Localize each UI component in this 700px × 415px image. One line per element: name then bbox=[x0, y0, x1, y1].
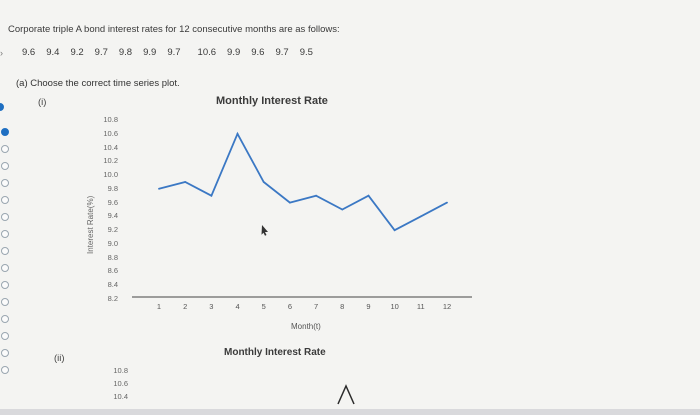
option-i-ytick: 9.2 bbox=[107, 225, 118, 235]
option-i-data-point bbox=[184, 181, 187, 183]
option-i-data-point bbox=[393, 229, 396, 232]
option-i-data-point bbox=[419, 215, 422, 218]
option-i-ytick: 8.4 bbox=[107, 280, 118, 290]
option-i-data-point bbox=[158, 187, 160, 190]
option-i-xtick: 11 bbox=[416, 302, 425, 311]
option-radio-button[interactable] bbox=[1, 162, 9, 170]
option-i-ytick: 10.6 bbox=[103, 128, 118, 138]
option-i-series-line bbox=[158, 131, 448, 232]
option-i-xtick: 4 bbox=[235, 302, 240, 311]
option-radio-button[interactable] bbox=[1, 298, 9, 306]
value-11: 9.7 bbox=[275, 47, 289, 58]
cursor-arrow-icon bbox=[261, 225, 268, 236]
option-ii-chart-title: Monthly Interest Rate bbox=[224, 347, 326, 358]
option-radio-button[interactable] bbox=[1, 315, 9, 323]
option-i-xtick: 5 bbox=[261, 302, 266, 311]
option-radio-button[interactable] bbox=[1, 349, 9, 357]
option-i-ytick: 9.8 bbox=[107, 183, 118, 193]
option-radio-button[interactable] bbox=[1, 247, 9, 255]
option-i-xtick: 7 bbox=[313, 302, 319, 311]
option-radio-button[interactable] bbox=[1, 128, 9, 136]
option-i-xlabel: Month(t) bbox=[291, 322, 321, 331]
value-12: 9.5 bbox=[299, 47, 313, 58]
value-8: 10.6 bbox=[197, 47, 217, 58]
option-radio-button[interactable] bbox=[1, 145, 9, 153]
value-7: 9.7 bbox=[167, 47, 181, 58]
value-4: 9.7 bbox=[94, 47, 108, 58]
option-i-data-point bbox=[341, 208, 344, 211]
option-i-ytick: 9.6 bbox=[107, 197, 118, 207]
option-i-data-point bbox=[446, 201, 448, 204]
option-i-ytick: 10.2 bbox=[103, 156, 118, 166]
value-9: 9.9 bbox=[227, 47, 241, 58]
option-i-ytick: 8.8 bbox=[107, 252, 118, 262]
option-i-data-point bbox=[367, 194, 370, 197]
option-ii-label: (ii) bbox=[54, 353, 65, 364]
option-i-data-point bbox=[210, 194, 213, 197]
edge-fragment: › bbox=[0, 48, 3, 58]
option-i-label: (i) bbox=[38, 97, 47, 108]
value-6: 9.9 bbox=[143, 47, 157, 58]
question-text: Corporate triple A bond interest rates f… bbox=[8, 24, 340, 35]
option-radio-button[interactable] bbox=[1, 179, 9, 187]
option-radio-button[interactable] bbox=[1, 196, 9, 204]
option-i-data-point bbox=[262, 181, 265, 183]
option-i-xtick: 3 bbox=[209, 302, 214, 311]
option-ii-ytick: 10.4 bbox=[113, 392, 128, 401]
option-radio-button[interactable] bbox=[1, 213, 9, 221]
bottom-scroll-edge bbox=[0, 409, 700, 415]
option-i-data-point bbox=[289, 201, 291, 204]
option-i-ytick: 8.6 bbox=[107, 266, 118, 276]
option-i-data-point bbox=[236, 132, 239, 135]
option-i-xtick: 8 bbox=[340, 302, 345, 311]
interest-rate-values: 9.6 9.4 9.2 9.7 9.8 9.9 9.7 10.6 9.9 9.6… bbox=[22, 47, 324, 58]
option-i-ytick: 9.4 bbox=[107, 211, 118, 221]
option-ii-ytick: 10.8 bbox=[113, 366, 128, 375]
option-i-xtick: 12 bbox=[442, 302, 452, 311]
option-i-xtick: 9 bbox=[366, 302, 371, 311]
option-i-xtick: 10 bbox=[390, 302, 399, 311]
value-3: 9.2 bbox=[70, 47, 84, 58]
value-5: 9.8 bbox=[118, 47, 133, 58]
option-radio-button[interactable] bbox=[1, 230, 9, 238]
option-radio-button[interactable] bbox=[1, 264, 9, 272]
part-a-prompt: (a) Choose the correct time series plot. bbox=[16, 78, 180, 89]
value-1: 9.6 bbox=[22, 47, 36, 58]
value-10: 9.6 bbox=[251, 47, 265, 58]
option-i-chart-title: Monthly Interest Rate bbox=[216, 95, 328, 107]
value-2: 9.4 bbox=[46, 47, 60, 58]
option-i-ytick: 10.8 bbox=[103, 115, 118, 124]
option-i-xtick: 6 bbox=[287, 302, 292, 311]
option-i-ytick: 10.4 bbox=[103, 142, 118, 152]
option-i-xtick: 2 bbox=[183, 302, 188, 311]
option-ii-ytick: 10.6 bbox=[113, 379, 128, 388]
option-i-ytick: 9.0 bbox=[107, 238, 118, 248]
option-i-ytick: 10.0 bbox=[103, 170, 118, 180]
option-radio-button[interactable] bbox=[1, 281, 9, 289]
option-ii-chart-peak bbox=[337, 384, 355, 405]
option-radio-button[interactable] bbox=[1, 366, 9, 374]
option-i-xtick: 1 bbox=[156, 302, 162, 311]
option-i-data-point bbox=[315, 194, 317, 197]
option-i-ytick: 8.2 bbox=[107, 294, 118, 303]
option-radio-button[interactable] bbox=[1, 332, 9, 340]
